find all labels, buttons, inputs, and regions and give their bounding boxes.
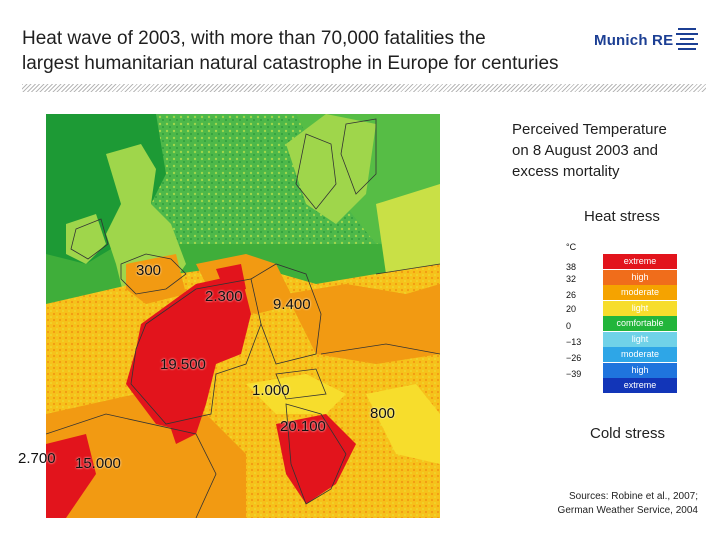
- temperature-legend: °C 38 32 26 20 0 −13 −26 −39 extreme high moderat…: [566, 236, 702, 396]
- caption-line-1: Perceived Temperature: [512, 121, 667, 138]
- cold-stress-label: Cold stress: [590, 425, 666, 442]
- legend-band: light: [603, 300, 677, 316]
- legend-band: extreme: [603, 378, 677, 393]
- legend-tick: 20: [566, 304, 577, 314]
- title-divider: [22, 84, 706, 92]
- legend-unit: °C: [566, 242, 577, 252]
- legend-band: light: [603, 331, 677, 347]
- legend-tick: −39: [566, 369, 582, 379]
- logo-mark-icon: [676, 28, 698, 50]
- sources-line-1: Sources: Robine et al., 2007;: [569, 491, 698, 502]
- legend-tick: 32: [566, 274, 577, 284]
- munich-re-logo: Munich RE: [594, 26, 704, 52]
- legend-tick: 26: [566, 290, 577, 300]
- slide-title: Heat wave of 2003, with more than 70,000…: [22, 26, 582, 76]
- label-uk: 300: [136, 262, 162, 279]
- label-netherlands: 2.300: [205, 288, 243, 305]
- legend-tick: 38: [566, 262, 577, 272]
- title-line-1: Heat wave of 2003, with more than 70,000…: [22, 28, 486, 49]
- sources-line-2: German Weather Service, 2004: [557, 505, 698, 516]
- heat-stress-label: Heat stress: [584, 208, 660, 225]
- label-germany: 9.400: [273, 296, 311, 313]
- legend-band: comfortable: [603, 316, 677, 331]
- legend-tick: −26: [566, 353, 582, 363]
- caption-line-2: on 8 August 2003 and: [512, 142, 658, 159]
- europe-temperature-map: [46, 114, 440, 518]
- sources-note: Sources: Robine et al., 2007; German Wea…: [558, 490, 698, 518]
- legend-tick: 0: [566, 321, 572, 331]
- caption-line-3: excess mortality: [512, 163, 620, 180]
- label-austria: 800: [370, 405, 396, 422]
- legend-band: moderate: [603, 285, 677, 300]
- label-italy: 20.100: [280, 418, 326, 435]
- logo-text: Munich RE: [594, 32, 674, 49]
- legend-band: high: [603, 362, 677, 378]
- label-spain: 15.000: [75, 455, 121, 472]
- label-france: 19.500: [160, 356, 206, 373]
- label-switzerland: 1.000: [252, 382, 290, 399]
- title-line-2: largest humanitarian natural catastrophe…: [22, 53, 559, 74]
- map-caption: Perceived Temperature on 8 August 2003 a…: [512, 119, 667, 182]
- legend-tick: −13: [566, 337, 582, 347]
- legend-band: high: [603, 269, 677, 285]
- legend-band: moderate: [603, 347, 677, 362]
- legend-band: extreme: [603, 254, 677, 269]
- label-portugal: 2.700: [18, 450, 56, 467]
